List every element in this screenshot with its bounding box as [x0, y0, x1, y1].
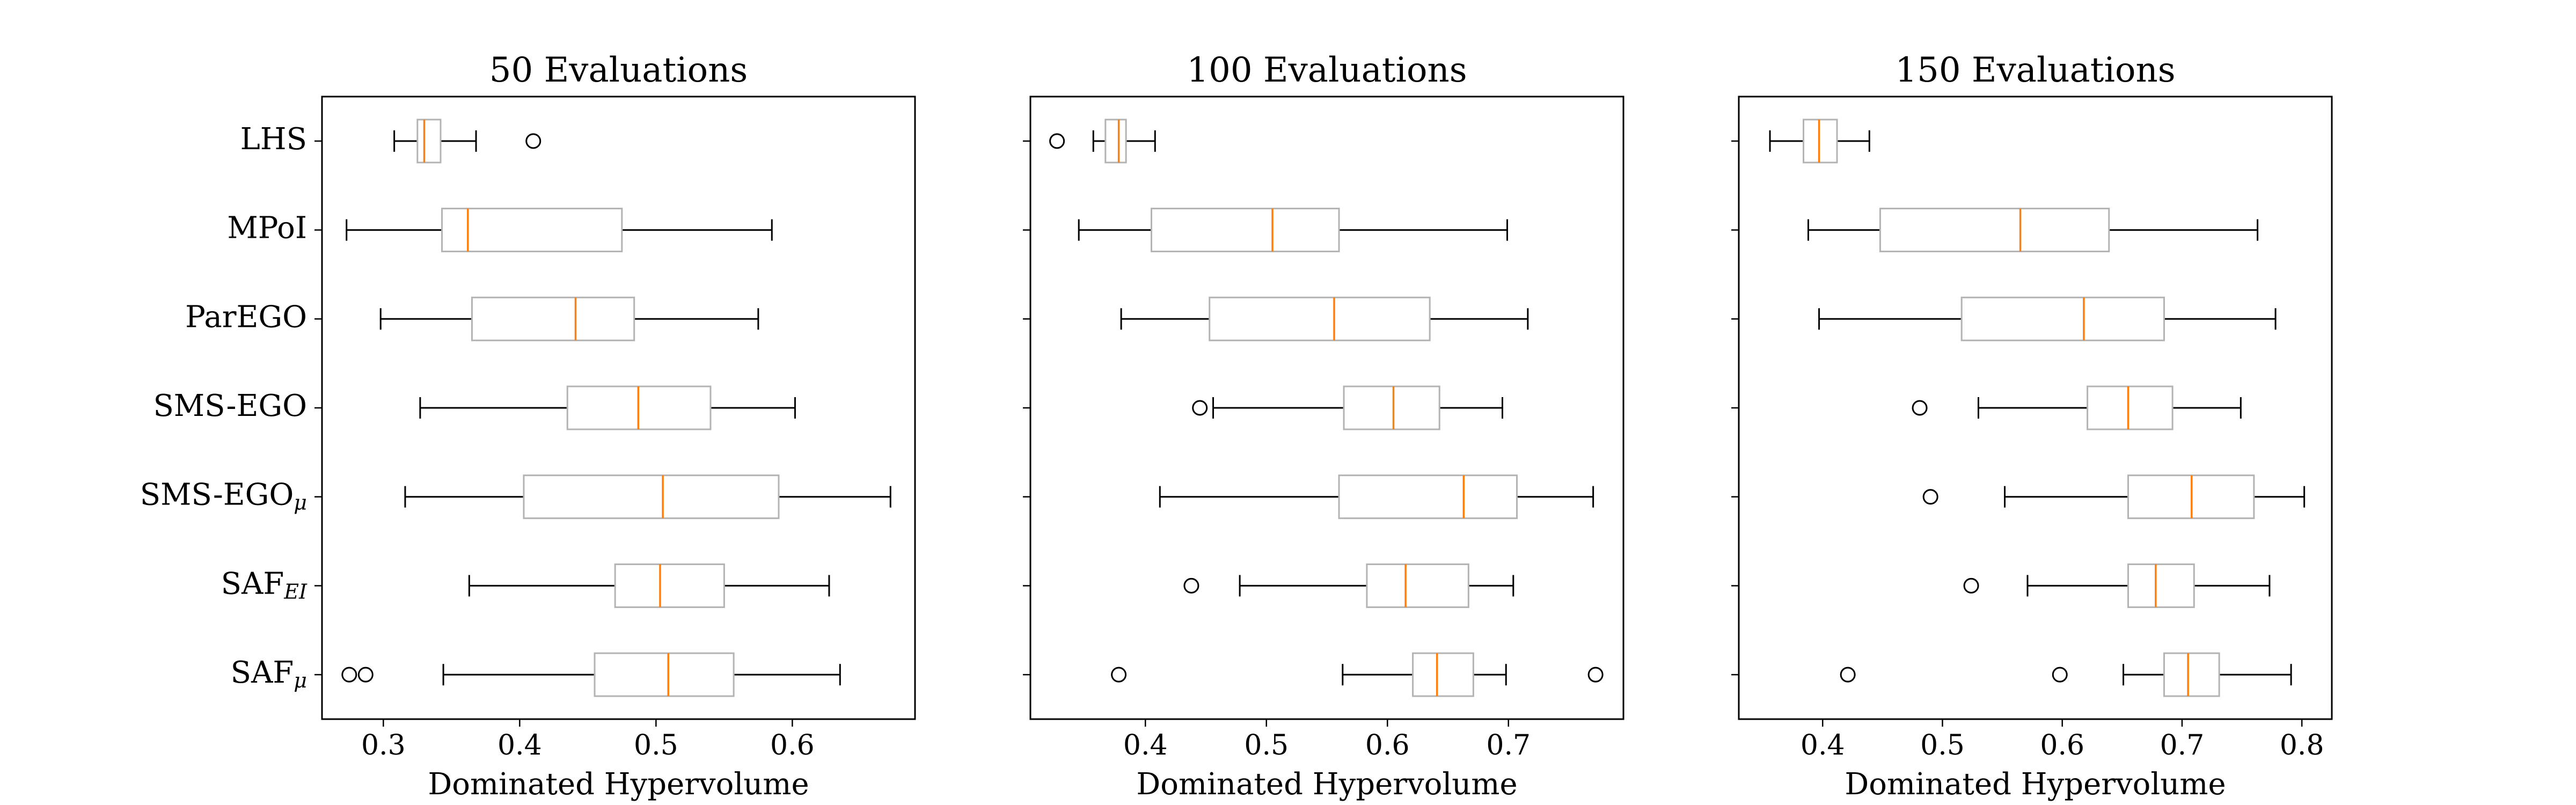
iqr-box: [1209, 296, 1431, 341]
iqr-box: [2087, 385, 2174, 430]
box-mpoi: [1807, 208, 2259, 253]
box-lhs: [1769, 119, 1870, 164]
iqr-box: [1338, 474, 1518, 519]
category-label: SAFμ: [231, 655, 307, 692]
x-tick-label: 0.5: [634, 729, 678, 762]
iqr-box: [1803, 119, 1838, 164]
x-tick-label: 0.6: [2040, 729, 2084, 762]
outlier-point: [1183, 577, 1199, 594]
box-saf-: [1111, 652, 1604, 697]
category-label: SMS-EGO: [153, 389, 307, 423]
box-sms-ego-: [404, 474, 891, 519]
iqr-box: [523, 474, 780, 519]
x-tick-label: 0.3: [361, 729, 406, 762]
outlier-point: [1192, 400, 1208, 416]
iqr-box: [1104, 119, 1127, 164]
iqr-box: [1879, 208, 2110, 253]
box-parego: [1818, 296, 2277, 341]
box-lhs: [1049, 119, 1156, 164]
iqr-box: [1960, 296, 2165, 341]
iqr-box: [614, 563, 725, 608]
x-tick-label: 0.7: [2160, 729, 2205, 762]
outlier-point: [1587, 667, 1604, 683]
iqr-box: [441, 208, 623, 253]
x-tick-label: 0.4: [1801, 729, 1845, 762]
x-tick-label: 0.5: [1244, 729, 1289, 762]
iqr-box: [2163, 652, 2220, 697]
box-sms-ego: [1192, 385, 1503, 430]
x-tick-label: 0.6: [1365, 729, 1410, 762]
outlier-point: [1922, 489, 1938, 505]
category-label: SMS-EGOμ: [140, 477, 307, 514]
outlier-point: [525, 133, 541, 149]
category-label: LHS: [240, 121, 307, 156]
outlier-point: [1049, 133, 1065, 149]
box-sms-ego: [1912, 385, 2242, 430]
outlier-point: [2052, 667, 2068, 683]
panel-title: 50 Evaluations: [489, 50, 748, 90]
plot-frame: [321, 96, 916, 720]
x-tick-label: 0.8: [2280, 729, 2324, 762]
iqr-box: [1412, 652, 1474, 697]
outlier-point: [1840, 667, 1856, 683]
x-tick-label: 0.4: [497, 729, 542, 762]
x-axis-label: Dominated Hypervolume: [1136, 767, 1517, 802]
box-saf-: [1840, 652, 2292, 697]
outlier-point: [1912, 400, 1928, 416]
box-saf-ei: [468, 563, 830, 608]
x-tick-label: 0.6: [770, 729, 815, 762]
iqr-box: [594, 652, 735, 697]
x-tick-label: 0.4: [1123, 729, 1168, 762]
box-saf-ei: [1183, 563, 1514, 608]
category-label: ParEGO: [185, 299, 307, 334]
iqr-box: [1343, 385, 1440, 430]
box-mpoi: [1078, 208, 1509, 253]
x-tick-label: 0.5: [1920, 729, 1965, 762]
x-axis-label: Dominated Hypervolume: [428, 767, 809, 802]
box-sms-ego-: [1159, 474, 1594, 519]
category-label: SAFEI: [221, 566, 308, 603]
panel-title: 150 Evaluations: [1895, 50, 2175, 90]
x-axis-label: Dominated Hypervolume: [1845, 767, 2226, 802]
box-saf-ei: [1963, 563, 2271, 608]
outlier-point: [357, 667, 374, 683]
box-parego: [1120, 296, 1529, 341]
panel-50-evaluations: 50 Evaluations LHS MPoI ParEGO SMS-EGO SMS-EG…: [140, 50, 916, 802]
panel-100-evaluations: 100 Evaluations 0.4 0.5 0.6 0.7 Dominated Hyp…: [1023, 50, 1624, 802]
x-tick-label: 0.7: [1486, 729, 1531, 762]
iqr-box: [416, 119, 442, 164]
outlier-point: [1111, 667, 1127, 683]
panel-title: 100 Evaluations: [1187, 50, 1467, 90]
box-mpoi: [346, 208, 773, 253]
panel-150-evaluations: 150 Evaluations 0.4 0.5 0.6 0.7 0.8 Dominated …: [1731, 50, 2333, 802]
iqr-box: [471, 296, 635, 341]
box-sms-ego: [419, 385, 796, 430]
box-saf-: [341, 652, 841, 697]
category-label: MPoI: [227, 210, 307, 245]
iqr-box: [1151, 208, 1340, 253]
iqr-box: [2127, 563, 2195, 608]
outlier-point: [1963, 577, 1979, 594]
box-lhs: [393, 119, 541, 164]
box-parego: [379, 296, 759, 341]
box-sms-ego-: [1922, 474, 2306, 519]
outlier-point: [341, 667, 357, 683]
plot-frame: [1738, 96, 2333, 720]
iqr-box: [1366, 563, 1469, 608]
plot-frame: [1029, 96, 1624, 720]
